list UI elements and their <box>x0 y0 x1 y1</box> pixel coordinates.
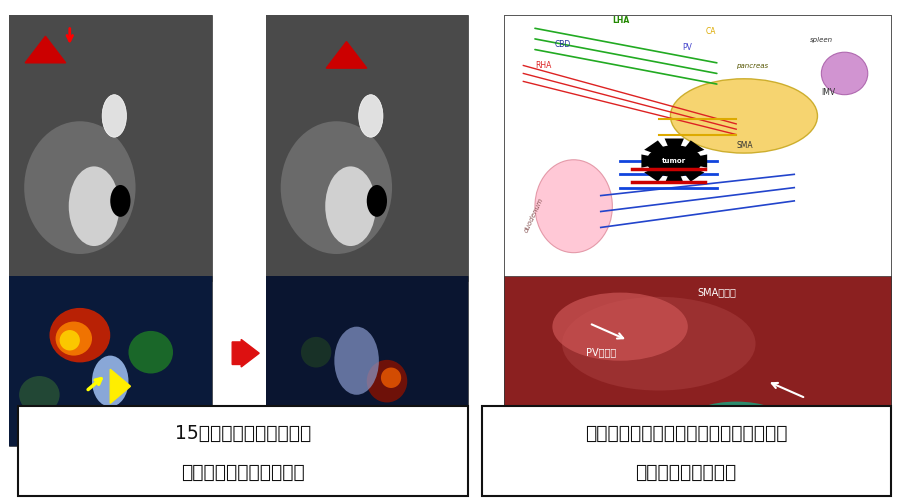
Polygon shape <box>642 154 674 168</box>
Bar <box>9 276 211 446</box>
Text: SMA: SMA <box>736 141 752 150</box>
Bar <box>266 15 468 281</box>
Text: 膵頭十二指腸切除術: 膵頭十二指腸切除術 <box>635 462 736 481</box>
Polygon shape <box>326 42 367 68</box>
Ellipse shape <box>822 52 868 95</box>
Bar <box>266 276 468 446</box>
Bar <box>504 276 891 446</box>
Ellipse shape <box>50 308 110 362</box>
Ellipse shape <box>102 95 126 137</box>
Bar <box>504 15 891 281</box>
Ellipse shape <box>281 121 392 254</box>
Ellipse shape <box>381 368 401 388</box>
Ellipse shape <box>553 293 688 361</box>
Ellipse shape <box>24 121 136 254</box>
Text: 15ヵ月に及ぶ化学療法と: 15ヵ月に及ぶ化学療法と <box>175 424 311 443</box>
Ellipse shape <box>535 160 612 253</box>
Polygon shape <box>644 161 674 182</box>
Polygon shape <box>664 138 684 161</box>
Ellipse shape <box>92 356 129 407</box>
FancyBboxPatch shape <box>18 406 468 496</box>
Ellipse shape <box>358 95 382 137</box>
Text: CBD: CBD <box>554 40 571 49</box>
Text: duodenum: duodenum <box>524 197 544 234</box>
Bar <box>266 15 468 281</box>
Polygon shape <box>674 154 707 168</box>
Polygon shape <box>644 140 674 161</box>
Ellipse shape <box>367 185 387 217</box>
Text: pancreas: pancreas <box>736 63 769 69</box>
Text: RHA: RHA <box>535 61 552 70</box>
Polygon shape <box>110 369 130 403</box>
Text: 放射線療法にて腫瘍縮小: 放射線療法にて腫瘍縮小 <box>181 462 305 481</box>
Ellipse shape <box>325 166 376 246</box>
Ellipse shape <box>68 166 120 246</box>
Text: tumor: tumor <box>662 158 687 164</box>
Text: SMA再建部: SMA再建部 <box>698 288 736 298</box>
Polygon shape <box>674 140 705 161</box>
Text: CA: CA <box>706 27 716 36</box>
Ellipse shape <box>301 337 331 368</box>
Text: 上腸間膜動脈、門脈合併切除再建を伴う: 上腸間膜動脈、門脈合併切除再建を伴う <box>585 424 787 443</box>
Ellipse shape <box>59 330 80 351</box>
Ellipse shape <box>110 185 130 217</box>
Bar <box>504 15 891 281</box>
Bar <box>9 15 211 281</box>
Text: IMV: IMV <box>822 88 835 97</box>
Polygon shape <box>674 161 705 182</box>
Ellipse shape <box>688 402 785 439</box>
Polygon shape <box>664 161 684 184</box>
Polygon shape <box>25 36 66 63</box>
Bar <box>504 276 891 446</box>
Ellipse shape <box>367 360 407 402</box>
Text: spleen: spleen <box>810 37 832 43</box>
Circle shape <box>647 146 701 176</box>
FancyBboxPatch shape <box>482 406 891 496</box>
FancyArrow shape <box>232 340 259 367</box>
Text: PV再建部: PV再建部 <box>586 347 616 357</box>
Ellipse shape <box>19 376 59 413</box>
Bar <box>9 15 211 281</box>
Bar <box>266 276 468 446</box>
Text: LHA: LHA <box>612 16 630 25</box>
Ellipse shape <box>129 331 173 374</box>
Ellipse shape <box>335 327 379 395</box>
Ellipse shape <box>670 79 817 153</box>
Bar <box>9 276 211 446</box>
Ellipse shape <box>56 322 92 356</box>
Ellipse shape <box>562 297 756 391</box>
Text: PV: PV <box>682 43 692 52</box>
